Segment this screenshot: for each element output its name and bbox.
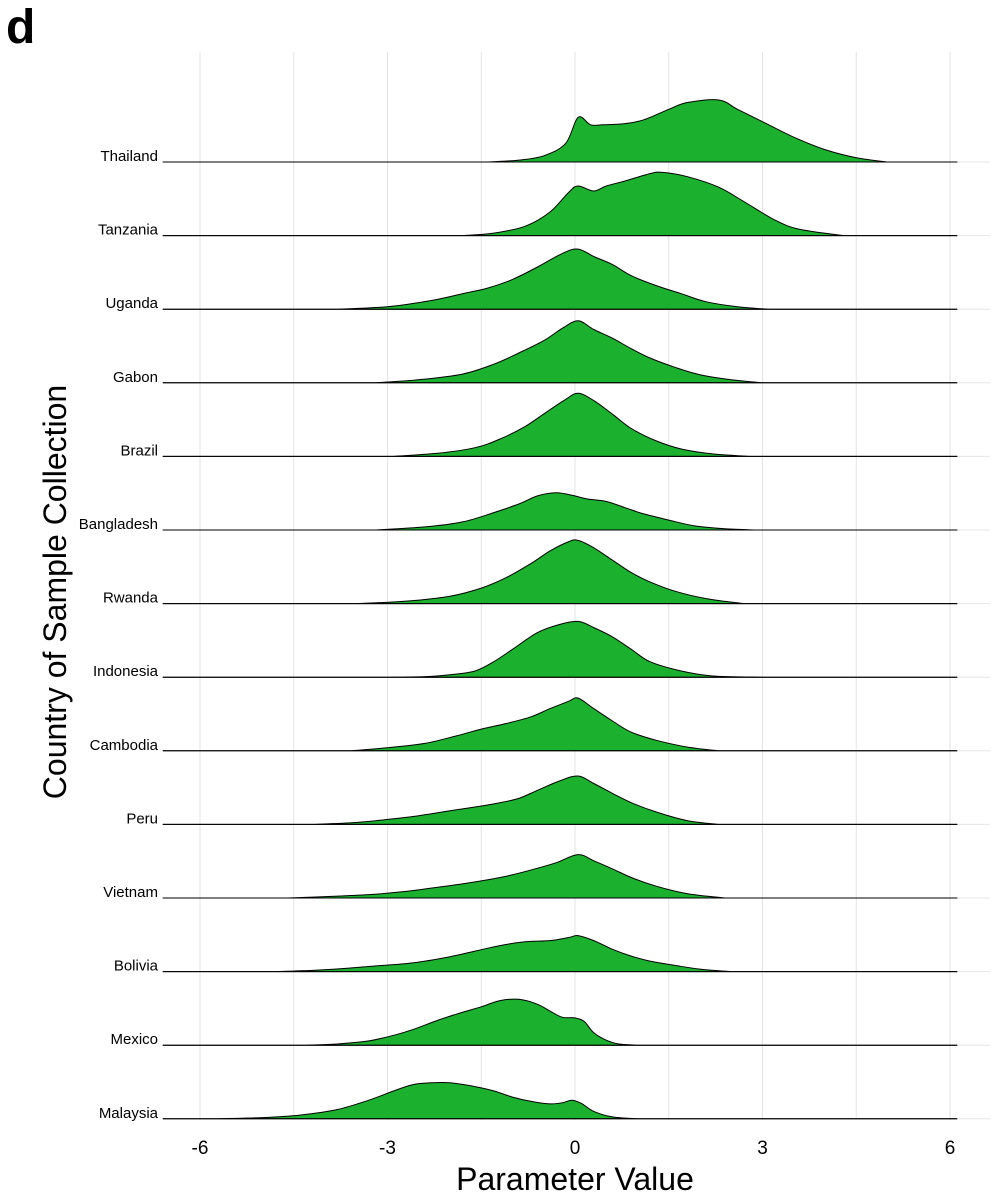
x-tick-labels: -6 -3 0 3 6 bbox=[192, 1138, 956, 1159]
category-label-malaysia: Malaysia bbox=[99, 1105, 159, 1122]
panel-label: d bbox=[6, 1, 36, 54]
x-axis-title: Parameter Value bbox=[456, 1161, 694, 1197]
ridge-uganda bbox=[162, 248, 958, 310]
category-label-peru: Peru bbox=[126, 810, 158, 827]
ridge-peru bbox=[162, 775, 958, 825]
category-labels: Thailand Tanzania Uganda Gabon Brazil Banglad… bbox=[79, 148, 159, 1122]
ridge-gabon bbox=[162, 320, 958, 384]
category-label-uganda: Uganda bbox=[105, 295, 158, 312]
ridge-rwanda bbox=[162, 539, 958, 605]
x-tick-label: 6 bbox=[945, 1138, 956, 1159]
category-label-bangladesh: Bangladesh bbox=[79, 516, 158, 533]
category-label-thailand: Thailand bbox=[100, 148, 158, 165]
ridge-vietnam bbox=[162, 854, 958, 899]
ridge-mexico bbox=[162, 998, 958, 1046]
category-label-vietnam: Vietnam bbox=[103, 884, 158, 901]
category-label-gabon: Gabon bbox=[113, 369, 158, 386]
ridge-cambodia bbox=[162, 697, 958, 752]
category-label-tanzania: Tanzania bbox=[98, 222, 159, 239]
category-label-bolivia: Bolivia bbox=[114, 958, 159, 975]
ridge-indonesia bbox=[162, 620, 958, 678]
x-tick-label: 0 bbox=[570, 1138, 581, 1159]
x-tick-label: -6 bbox=[192, 1138, 209, 1159]
ridge-brazil bbox=[162, 392, 958, 457]
category-label-cambodia: Cambodia bbox=[90, 737, 159, 754]
ridge-tanzania bbox=[162, 171, 958, 237]
ridge-thailand bbox=[162, 99, 958, 163]
x-tick-label: -3 bbox=[379, 1138, 396, 1159]
category-label-brazil: Brazil bbox=[120, 442, 158, 459]
category-label-rwanda: Rwanda bbox=[103, 590, 159, 607]
category-label-mexico: Mexico bbox=[110, 1031, 158, 1048]
ridge-bolivia bbox=[162, 935, 958, 973]
y-axis-title: Country of Sample Collection bbox=[37, 385, 73, 799]
ridges bbox=[162, 99, 958, 1120]
category-label-indonesia: Indonesia bbox=[93, 663, 159, 680]
x-tick-label: 3 bbox=[757, 1138, 768, 1159]
ridge-malaysia bbox=[162, 1081, 958, 1120]
ridge-bangladesh bbox=[162, 492, 958, 531]
